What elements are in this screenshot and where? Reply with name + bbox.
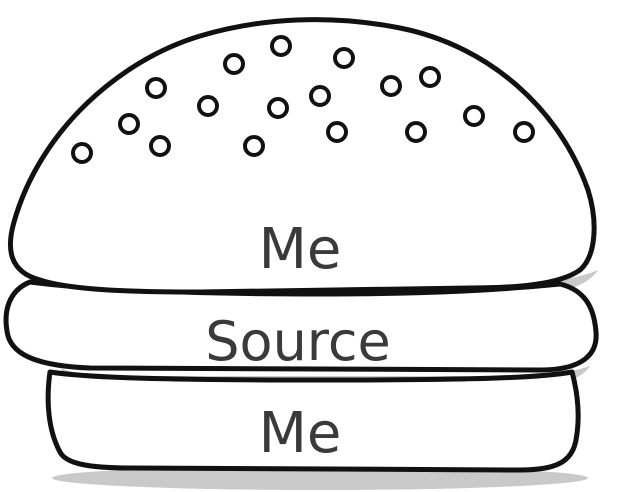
bottom-bun-label: Me bbox=[259, 401, 342, 466]
seed-icon bbox=[326, 121, 348, 143]
seed-icon bbox=[333, 47, 355, 69]
seed-icon bbox=[380, 75, 402, 97]
seed-icon bbox=[223, 53, 245, 75]
seed-icon bbox=[309, 85, 331, 107]
seed-icon bbox=[267, 97, 289, 119]
seed-icon bbox=[149, 135, 171, 157]
top-bun bbox=[7, 17, 597, 295]
seed-icon bbox=[197, 95, 219, 117]
seed-icon bbox=[145, 77, 167, 99]
sesame-seeds bbox=[71, 35, 535, 164]
seed-icon bbox=[243, 135, 265, 157]
seed-icon bbox=[513, 121, 535, 143]
seed-icon bbox=[463, 105, 485, 127]
bottom-bun bbox=[45, 369, 581, 473]
filling-label: Source bbox=[205, 310, 390, 373]
seed-icon bbox=[405, 121, 427, 143]
seed-icon bbox=[419, 66, 441, 88]
seed-icon bbox=[118, 113, 140, 135]
seed-icon bbox=[270, 35, 292, 57]
top-bun-label: Me bbox=[259, 217, 342, 282]
seed-icon bbox=[71, 142, 93, 164]
